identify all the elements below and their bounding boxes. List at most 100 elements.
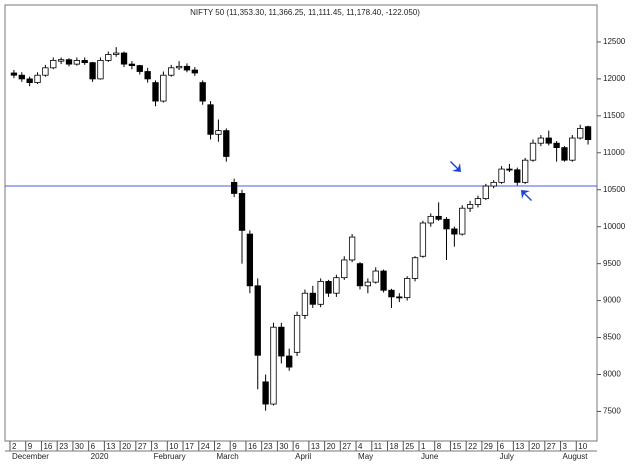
x-tick-label: 3 bbox=[563, 442, 568, 451]
x-tick-label: 25 bbox=[405, 442, 414, 451]
x-tick-label: 27 bbox=[138, 442, 147, 451]
candle-body bbox=[97, 60, 104, 80]
candle-body bbox=[168, 67, 175, 76]
candle-body bbox=[514, 169, 521, 183]
x-tick-label: 3 bbox=[154, 442, 159, 451]
candle-body bbox=[207, 104, 214, 135]
candle-body bbox=[411, 257, 419, 279]
candle-body bbox=[230, 181, 238, 194]
y-tick-label: 10000 bbox=[603, 222, 626, 231]
candle-body bbox=[278, 326, 285, 357]
y-tick-label: 8000 bbox=[603, 370, 621, 379]
x-tick-label: 6 bbox=[295, 442, 300, 451]
x-tick-label: 10 bbox=[169, 442, 178, 451]
x-tick-label: 20 bbox=[327, 442, 336, 451]
y-tick-label: 10500 bbox=[603, 185, 626, 194]
candle-body bbox=[50, 60, 57, 69]
x-tick-label: 13 bbox=[311, 442, 320, 451]
candle-body bbox=[199, 82, 206, 102]
candle-body bbox=[490, 181, 497, 187]
candle-body bbox=[128, 63, 136, 66]
candle-body bbox=[341, 259, 348, 279]
candle-body bbox=[136, 65, 143, 72]
y-tick-label: 12000 bbox=[603, 74, 626, 83]
candle-body bbox=[238, 193, 246, 231]
candle-body bbox=[183, 65, 191, 71]
candle-body bbox=[435, 215, 442, 220]
candle-body bbox=[388, 289, 395, 298]
candle-body bbox=[372, 270, 379, 283]
month-label: April bbox=[295, 452, 311, 461]
arrow-down bbox=[450, 161, 461, 172]
candle-body bbox=[466, 204, 474, 209]
candle-body bbox=[175, 65, 183, 69]
candle-body bbox=[364, 281, 372, 287]
candle-body bbox=[270, 326, 277, 405]
arrows bbox=[450, 161, 532, 201]
month-label: June bbox=[421, 452, 439, 461]
candle-body bbox=[10, 72, 18, 76]
candle-body bbox=[317, 280, 324, 305]
x-tick-label: 16 bbox=[248, 442, 257, 451]
candle-body bbox=[309, 292, 316, 305]
candle-body bbox=[223, 130, 230, 157]
x-tick-label: 2 bbox=[216, 442, 221, 451]
candle-body bbox=[396, 296, 403, 299]
candle-body bbox=[474, 198, 482, 205]
x-tick-label: 20 bbox=[531, 442, 540, 451]
month-label: July bbox=[500, 452, 514, 461]
candle-body bbox=[545, 137, 552, 144]
x-tick-label: 1 bbox=[421, 442, 426, 451]
y-tick-label: 9000 bbox=[603, 296, 621, 305]
x-tick-label: 6 bbox=[91, 442, 96, 451]
candle-body bbox=[18, 74, 25, 80]
candle-body bbox=[262, 381, 269, 405]
candle-body bbox=[427, 215, 434, 224]
x-tick-label: 27 bbox=[547, 442, 556, 451]
x-tick-label: 18 bbox=[390, 442, 399, 451]
candle-body bbox=[529, 142, 537, 161]
x-tick-label: 23 bbox=[59, 442, 68, 451]
candle-body bbox=[160, 74, 167, 102]
candle-body bbox=[325, 280, 332, 294]
y-tick-label: 7500 bbox=[603, 407, 621, 416]
candle-body bbox=[254, 285, 261, 356]
candle-body bbox=[569, 137, 576, 161]
candle-body bbox=[459, 207, 466, 235]
candle-body bbox=[482, 185, 489, 200]
month-label: 2020 bbox=[91, 452, 109, 461]
x-tick-label: 10 bbox=[578, 442, 587, 451]
month-label: February bbox=[154, 452, 186, 461]
month-label: December bbox=[12, 452, 49, 461]
candle-body bbox=[380, 270, 387, 291]
x-tick-label: 17 bbox=[185, 442, 194, 451]
month-label: March bbox=[216, 452, 238, 461]
x-tick-label: 29 bbox=[484, 442, 493, 451]
candle-body bbox=[57, 59, 65, 62]
candle-body bbox=[404, 278, 411, 299]
y-tick-label: 9500 bbox=[603, 259, 621, 268]
candle-body bbox=[419, 222, 427, 257]
candle-body bbox=[301, 292, 309, 316]
x-tick-label: 6 bbox=[500, 442, 505, 451]
candle-body bbox=[191, 69, 198, 74]
candle-body bbox=[65, 59, 73, 65]
x-tick-label: 15 bbox=[452, 442, 461, 451]
x-tick-label: 27 bbox=[342, 442, 351, 451]
candle-body bbox=[215, 130, 222, 135]
candle-body bbox=[144, 71, 151, 80]
y-tick-label: 8500 bbox=[603, 333, 621, 342]
x-tick-label: 13 bbox=[515, 442, 524, 451]
candle-body bbox=[42, 67, 49, 76]
x-tick-label: 30 bbox=[279, 442, 288, 451]
candle-body bbox=[293, 314, 301, 353]
x-tick-label: 4 bbox=[358, 442, 363, 451]
candle-body bbox=[506, 168, 513, 171]
candle-body bbox=[451, 228, 458, 235]
x-tick-label: 9 bbox=[28, 442, 33, 451]
plot-frame bbox=[4, 4, 598, 442]
candle-body bbox=[584, 126, 592, 141]
x-tick-label: 22 bbox=[468, 442, 477, 451]
month-label: August bbox=[563, 452, 589, 461]
